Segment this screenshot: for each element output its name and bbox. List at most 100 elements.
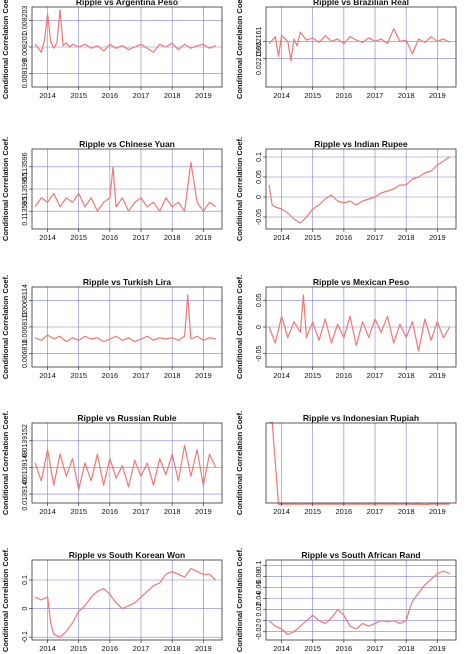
x-tick-label: 2019 [429, 233, 446, 242]
x-tick-label: 2014 [273, 644, 290, 653]
plot-frame [31, 559, 223, 641]
y-tick-label: 0.06 [256, 581, 263, 595]
x-tick-label: 2016 [102, 644, 119, 653]
chart-title: Ripple vs South African Rand [301, 550, 420, 560]
plot-area [266, 560, 456, 640]
x-tick-label: 2014 [39, 371, 56, 380]
plot-area [32, 423, 222, 503]
x-tick-label: 2017 [367, 91, 384, 100]
x-tick-label: 2014 [39, 644, 56, 653]
y-tick-label: 0.1 [22, 575, 29, 585]
y-axis-label: Conditional Correlation Coef. [1, 548, 10, 652]
x-tick-label: 2017 [133, 507, 150, 516]
x-tick-label: 2015 [304, 644, 321, 653]
chart-title: Ripple vs Chinese Yuan [79, 139, 175, 149]
x-tick-label: 2018 [398, 644, 415, 653]
x-tick-label: 2016 [336, 233, 353, 242]
chart-panel-6: Ripple vs Mexican Peso Conditional Correl… [235, 275, 457, 380]
x-tick-label: 2018 [164, 371, 181, 380]
chart-title: Ripple vs Indonesian Rupiah [303, 413, 419, 423]
plot-area [266, 423, 456, 503]
plot-frame [265, 422, 457, 504]
x-tick-label: 2019 [429, 91, 446, 100]
y-tick-label: 0.1 [256, 152, 263, 162]
series-line [268, 570, 451, 636]
chart-panel-1: Ripple vs Argentina Peso Conditional Corr… [1, 0, 223, 100]
x-tick-label: 2015 [70, 233, 87, 242]
x-tick-label: 2019 [429, 507, 446, 516]
y-tick-label: 0 [256, 619, 263, 623]
y-tick-label: 0.04 [256, 592, 263, 606]
series-line [34, 294, 216, 343]
series-line [34, 161, 217, 212]
y-axis-label: Conditional Correlation Coef. [1, 137, 10, 241]
x-tick-label: 2016 [336, 371, 353, 380]
x-tick-label: 2019 [429, 644, 446, 653]
x-tick-label: 2019 [195, 91, 212, 100]
x-tick-label: 2017 [133, 91, 150, 100]
x-tick-label: 2014 [39, 507, 56, 516]
chart-panel-2: Ripple vs Brazilian Real Conditional Corr… [235, 0, 457, 100]
x-tick-label: 2015 [70, 371, 87, 380]
y-tick-label: -0.1 [22, 631, 29, 643]
plot-area [32, 560, 222, 640]
x-tick-label: 2014 [39, 91, 56, 100]
series-line [34, 9, 217, 53]
y-axis-label: Conditional Correlation Coef. [1, 411, 10, 515]
y-tick-label: 0.0068112 [22, 311, 29, 344]
x-tick-label: 2015 [304, 371, 321, 380]
y-tick-label: 0.08 [256, 570, 263, 584]
x-tick-label: 2017 [367, 233, 384, 242]
x-tick-label: 2018 [164, 91, 181, 100]
y-tick-label: 0.113595 [22, 197, 29, 226]
y-tick-label: 0.0068114 [22, 284, 29, 317]
plot-area [266, 149, 456, 229]
y-axis-label: Conditional Correlation Coef. [235, 411, 244, 515]
y-tick-label: 0 [22, 607, 29, 611]
y-tick-label: 0.006811 [22, 339, 29, 368]
y-tick-label: -0.05 [256, 209, 263, 225]
y-tick-label: 0.0139152 [22, 424, 29, 457]
x-tick-label: 2019 [195, 644, 212, 653]
x-tick-label: 2018 [164, 233, 181, 242]
x-tick-label: 2014 [273, 371, 290, 380]
series-line [269, 421, 450, 506]
chart-panel-7: Ripple vs Russian Ruble Conditional Corre… [1, 411, 223, 516]
x-tick-label: 2015 [304, 91, 321, 100]
x-tick-label: 2018 [398, 371, 415, 380]
x-tick-label: 2014 [273, 91, 290, 100]
series-line [268, 294, 451, 352]
series-line [34, 567, 217, 638]
x-tick-label: 2019 [195, 233, 212, 242]
chart-title: Ripple vs South Korean Won [69, 550, 186, 560]
chart-panel-8: Ripple vs Indonesian Rupiah Conditional C… [235, 411, 457, 516]
x-tick-label: 2017 [367, 371, 384, 380]
y-axis-label: Conditional Correlation Coef. [235, 548, 244, 652]
plot-frame [265, 148, 457, 230]
y-tick-label: 0.113596 [22, 152, 29, 181]
y-axis-label: Conditional Correlation Coef. [1, 0, 10, 99]
chart-title: Ripple vs Mexican Peso [313, 277, 409, 287]
x-tick-label: 2015 [304, 233, 321, 242]
y-axis-label: Conditional Correlation Coef. [235, 275, 244, 379]
x-tick-label: 2018 [398, 233, 415, 242]
x-tick-label: 2019 [195, 371, 212, 380]
chart-title: Ripple vs Argentina Peso [76, 0, 178, 7]
x-tick-label: 2015 [304, 507, 321, 516]
plot-area [266, 7, 456, 87]
x-tick-label: 2016 [102, 233, 119, 242]
series-line [34, 444, 217, 491]
y-tick-label: 0.008199 [22, 59, 29, 88]
series-line [268, 28, 451, 62]
chart-panel-5: Ripple vs Turkish Lira Conditional Correl… [1, 275, 223, 380]
chart-panel-9: Ripple vs South Korean Won Conditional Co… [1, 548, 223, 653]
x-tick-label: 2016 [102, 371, 119, 380]
x-tick-label: 2016 [336, 91, 353, 100]
x-tick-label: 2016 [102, 507, 119, 516]
x-tick-label: 2018 [398, 507, 415, 516]
x-tick-label: 2017 [133, 644, 150, 653]
x-tick-label: 2019 [429, 371, 446, 380]
y-tick-label: 0.05 [256, 293, 263, 307]
x-tick-label: 2015 [70, 507, 87, 516]
